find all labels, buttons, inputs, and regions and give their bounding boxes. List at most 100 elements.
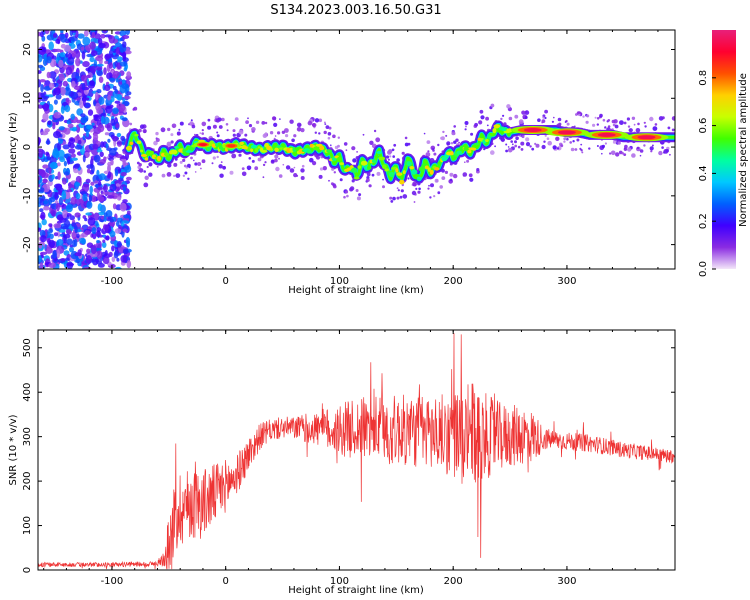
halo-point	[563, 140, 566, 143]
halo-point	[323, 130, 327, 135]
snr-panel: -100 0 100 200 300 0 100 200 300 400 500 Height o…	[8, 329, 676, 596]
ridge-speckle	[336, 156, 342, 163]
noise-blob	[52, 122, 56, 130]
noise-blob	[46, 71, 51, 79]
noise-blob	[96, 169, 100, 177]
halo-point	[175, 173, 181, 179]
noise-blob	[85, 212, 93, 216]
noise-blob	[63, 127, 71, 135]
halo-point	[553, 116, 555, 119]
noise-blob	[85, 131, 90, 138]
halo-point	[382, 178, 384, 181]
noise-blob	[54, 191, 59, 201]
y-tick-label: 200	[22, 472, 33, 491]
halo-point	[343, 142, 348, 146]
halo-point	[466, 159, 470, 163]
halo-point	[480, 115, 485, 120]
noise-blob	[55, 94, 62, 100]
halo-point	[607, 119, 611, 122]
halo-point	[671, 116, 675, 121]
noise-blob	[95, 230, 102, 237]
noise-blob	[38, 54, 43, 63]
halo-point	[191, 124, 196, 129]
ridge-speckle	[260, 150, 268, 153]
noise-blob	[66, 262, 75, 267]
halo-point	[218, 125, 223, 129]
halo-point	[429, 196, 432, 199]
halo-point	[644, 125, 647, 128]
noise-blob	[90, 50, 98, 57]
noise-blob	[55, 202, 60, 212]
noise-blob	[38, 227, 42, 232]
peak-core	[597, 132, 616, 137]
noise-blob	[48, 262, 56, 268]
halo-point	[218, 164, 223, 169]
noise-blob	[45, 151, 49, 156]
noise-blob	[59, 52, 66, 58]
halo-point	[627, 147, 632, 152]
halo-point	[433, 195, 436, 198]
halo-point	[521, 110, 526, 115]
ridge-speckle	[411, 169, 418, 175]
halo-point	[148, 162, 153, 167]
noise-blob	[111, 256, 116, 263]
halo-point	[667, 126, 671, 130]
halo-point	[387, 150, 392, 155]
ridge-speckle	[185, 150, 193, 153]
noise-blob	[100, 141, 105, 148]
noise-blob	[97, 186, 104, 191]
halo-point	[413, 201, 416, 203]
ridge-speckle	[239, 141, 244, 145]
halo-point	[215, 118, 220, 123]
noise-blob	[112, 74, 119, 79]
noise-blob	[39, 208, 44, 213]
noise-blob	[46, 138, 50, 145]
noise-blob	[117, 196, 121, 201]
ridge-speckle	[437, 161, 442, 166]
noise-blob	[52, 33, 58, 38]
halo-point	[246, 165, 252, 171]
halo-point	[156, 165, 159, 168]
halo-point	[453, 125, 457, 128]
snr-frame	[37, 329, 676, 571]
y-tick-label: 0	[22, 144, 33, 150]
halo-point	[356, 151, 358, 153]
noise-blob	[102, 234, 107, 238]
noise-blob	[65, 52, 69, 58]
ridge-speckle	[276, 145, 283, 149]
noise-blob	[58, 126, 65, 131]
halo-point	[171, 123, 177, 129]
halo-point	[343, 195, 346, 199]
halo-point	[138, 168, 144, 173]
halo-point	[226, 129, 229, 132]
noise-blob	[54, 48, 62, 53]
noise-blob	[42, 164, 49, 169]
noise-blob	[66, 156, 71, 165]
x-tick-label: -100	[101, 576, 124, 587]
halo-point	[430, 183, 434, 188]
noise-blob	[103, 67, 107, 75]
noise-blob	[38, 51, 46, 55]
halo-point	[427, 150, 430, 153]
noise-blob	[75, 57, 81, 67]
halo-point	[580, 143, 583, 146]
ridge-speckle	[406, 161, 412, 167]
halo-point	[352, 158, 357, 163]
noise-blob	[58, 197, 64, 206]
halo-point	[221, 117, 225, 122]
halo-point	[623, 147, 628, 151]
halo-point	[599, 113, 603, 118]
noise-blob	[94, 91, 99, 101]
halo-point	[544, 109, 548, 114]
noise-blob	[49, 71, 57, 79]
noise-blob	[103, 156, 107, 162]
noise-blob	[39, 229, 46, 237]
ridge-speckle	[125, 145, 133, 151]
noise-blob	[93, 114, 101, 118]
halo-point	[273, 122, 278, 127]
noise-blob	[114, 88, 118, 94]
ridge-speckle	[294, 147, 299, 151]
noise-blob	[86, 125, 93, 130]
halo-point	[207, 118, 211, 122]
noise-blob	[122, 248, 129, 255]
